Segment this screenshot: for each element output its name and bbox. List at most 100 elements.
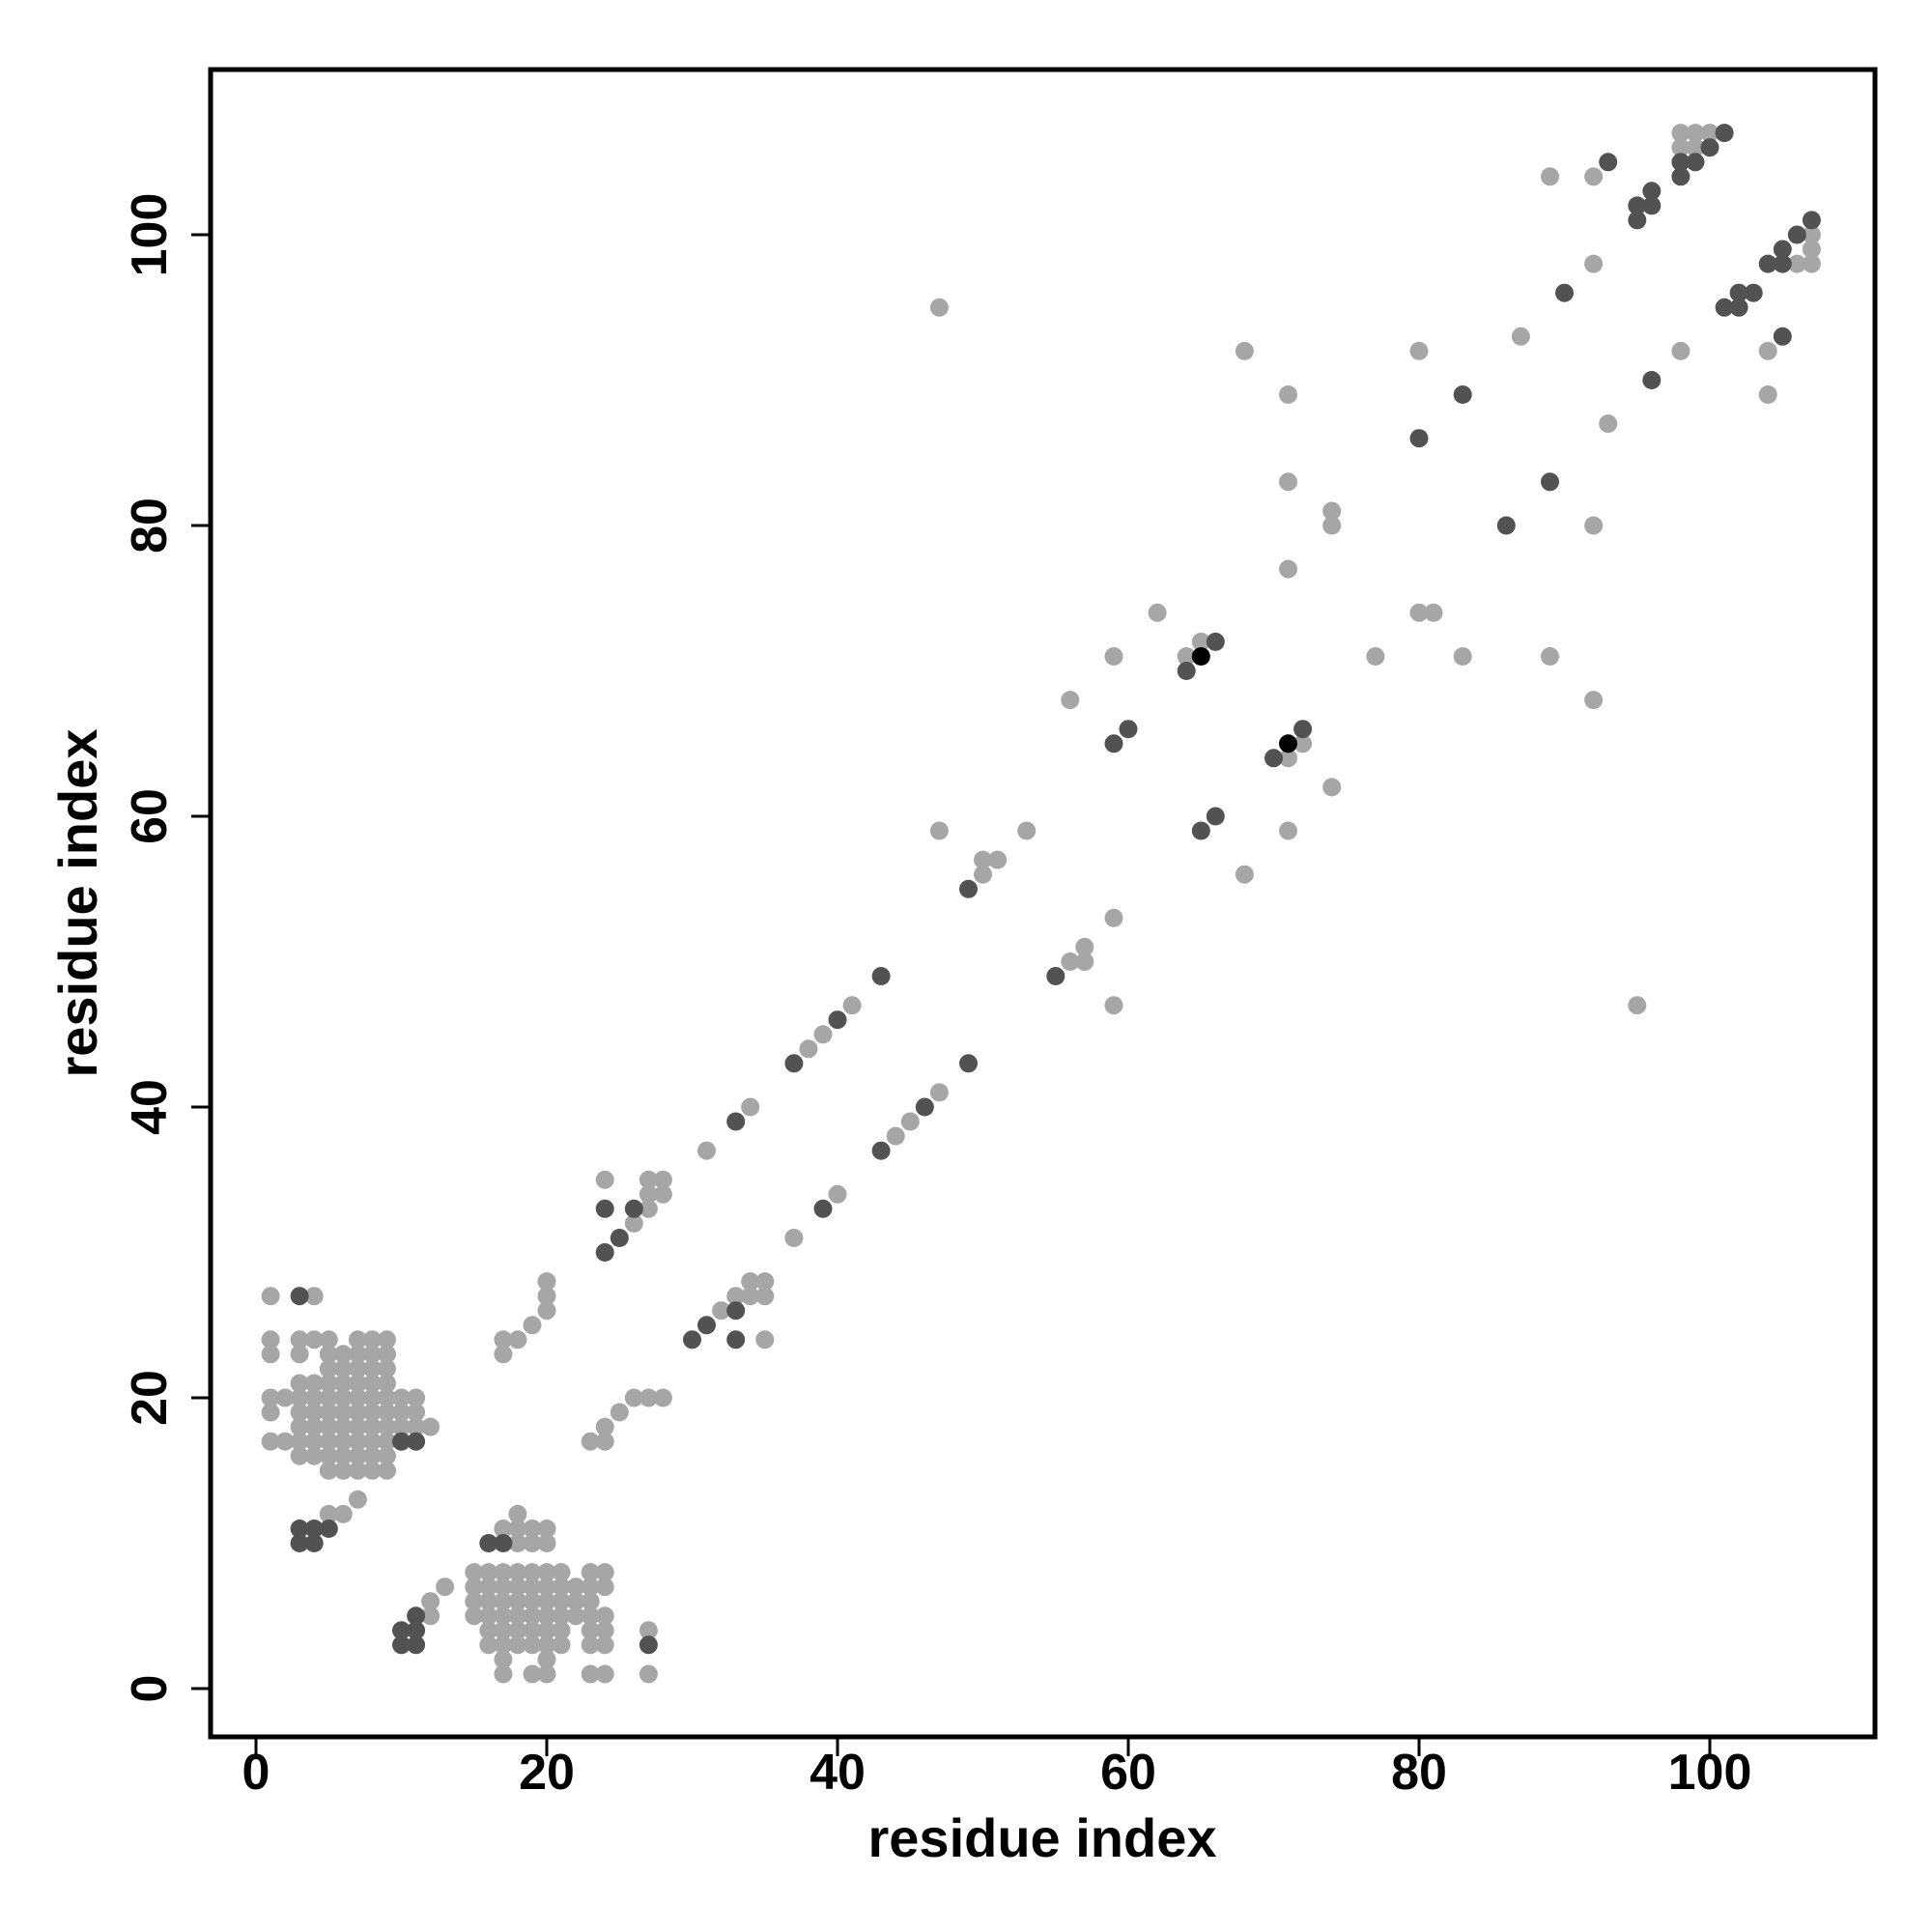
contact-point-light — [508, 1563, 527, 1582]
x-tick-label: 100 — [1668, 1745, 1752, 1801]
contact-point-dark — [407, 1606, 426, 1626]
contact-point-light — [929, 298, 949, 317]
contact-point-light — [479, 1577, 498, 1597]
contact-point-light — [392, 1417, 411, 1436]
contact-point-dark — [1496, 516, 1516, 535]
contact-point-dark — [290, 1534, 309, 1552]
contact-point-light — [842, 996, 862, 1015]
contact-point-light — [581, 1577, 600, 1597]
contact-point-light — [465, 1606, 484, 1626]
contact-point-light — [348, 1374, 367, 1393]
contact-point-light — [261, 1330, 280, 1350]
contact-point-light — [755, 1287, 775, 1306]
contact-point-light — [378, 1388, 396, 1407]
contact-point-dark — [595, 1199, 614, 1218]
y-tick-label: 60 — [122, 788, 178, 844]
contact-point-dark — [610, 1229, 629, 1247]
contact-point-light — [523, 1664, 542, 1684]
contact-point-dark — [726, 1112, 746, 1131]
contact-point-light — [508, 1592, 527, 1611]
contact-point-light — [741, 1272, 760, 1292]
contact-point-dark — [1191, 821, 1210, 840]
contact-point-light — [508, 1534, 527, 1552]
contact-point-dark — [726, 1330, 746, 1350]
contact-point-light — [494, 1563, 513, 1582]
contact-point-light — [407, 1417, 426, 1436]
contact-point-dark — [624, 1199, 643, 1218]
contact-point-dark — [1773, 327, 1792, 346]
contact-point-light — [799, 1039, 818, 1059]
contact-point-light — [537, 1563, 556, 1582]
x-axis-title: residue index — [867, 1807, 1216, 1868]
contact-point-dark — [1642, 196, 1662, 215]
contact-point-light — [639, 1388, 658, 1407]
contact-point-light — [333, 1374, 353, 1393]
contact-point-light — [537, 1534, 556, 1552]
contact-point-light — [362, 1461, 382, 1480]
contact-point-light — [465, 1563, 484, 1582]
contact-point-light — [624, 1388, 643, 1407]
contact-point-light — [537, 1577, 556, 1597]
contact-point-dark — [290, 1520, 309, 1538]
contact-point-dark — [1177, 662, 1196, 680]
contact-point-dark — [494, 1534, 513, 1552]
contact-point-dark — [1642, 182, 1662, 201]
contact-point-light — [1061, 691, 1080, 710]
contact-point-light — [595, 1577, 614, 1597]
contact-point-light — [348, 1446, 367, 1465]
contact-point-light — [479, 1606, 498, 1626]
contact-point-dark — [1628, 196, 1647, 215]
contact-point-light — [261, 1403, 280, 1422]
contact-point-light — [755, 1330, 775, 1350]
contact-point-light — [304, 1374, 324, 1393]
y-axis-title: residue index — [47, 728, 108, 1077]
contact-point-light — [348, 1461, 367, 1480]
contact-point-light — [581, 1621, 600, 1640]
x-axis: 0 20 40 60 80 100 — [242, 1737, 1752, 1801]
contact-point-light — [465, 1592, 484, 1611]
contact-point-light — [362, 1374, 382, 1393]
contact-point-light — [333, 1359, 353, 1378]
contact-point-light — [974, 850, 992, 869]
contact-point-light — [537, 1621, 556, 1640]
contact-point-light — [523, 1606, 542, 1626]
contact-point-dark — [639, 1635, 658, 1655]
contact-point-light — [1584, 167, 1604, 186]
contact-point-light — [1409, 603, 1429, 622]
contact-point-light — [362, 1403, 382, 1422]
y-tick-label: 100 — [122, 193, 178, 277]
contact-point-light — [988, 850, 1008, 869]
contact-point-light — [275, 1388, 295, 1407]
contact-point-light — [290, 1403, 309, 1422]
contact-point-black — [1191, 647, 1210, 666]
contact-point-light — [290, 1330, 309, 1350]
contact-point-dark — [1715, 124, 1734, 143]
contact-point-light — [523, 1577, 542, 1597]
contact-point-light — [304, 1432, 324, 1451]
contact-point-light — [552, 1592, 571, 1611]
contact-point-light — [378, 1330, 396, 1350]
contact-point-dark — [595, 1243, 614, 1262]
contact-point-light — [523, 1520, 542, 1538]
contact-point-light — [1541, 167, 1559, 186]
contact-point-light — [900, 1112, 920, 1131]
contact-point-dark — [392, 1432, 411, 1451]
contact-point-dark — [1758, 254, 1777, 273]
contact-point-light — [523, 1534, 542, 1552]
contact-point-dark — [407, 1621, 426, 1640]
contact-point-light — [755, 1272, 775, 1292]
contact-point-light — [1235, 341, 1254, 360]
contact-point-light — [537, 1520, 556, 1538]
contact-point-dark — [1599, 153, 1618, 172]
contact-point-light — [581, 1664, 600, 1684]
contact-point-dark — [304, 1534, 324, 1552]
contact-point-light — [552, 1563, 571, 1582]
y-axis: 0 20 40 60 80 100 — [122, 193, 211, 1702]
contact-point-dark — [1787, 225, 1806, 244]
contact-point-dark — [1409, 429, 1429, 448]
contact-point-dark — [1293, 720, 1313, 739]
contact-point-light — [290, 1388, 309, 1407]
contact-point-light — [1584, 691, 1604, 710]
contact-point-light — [362, 1446, 382, 1465]
contact-point-light — [362, 1417, 382, 1436]
